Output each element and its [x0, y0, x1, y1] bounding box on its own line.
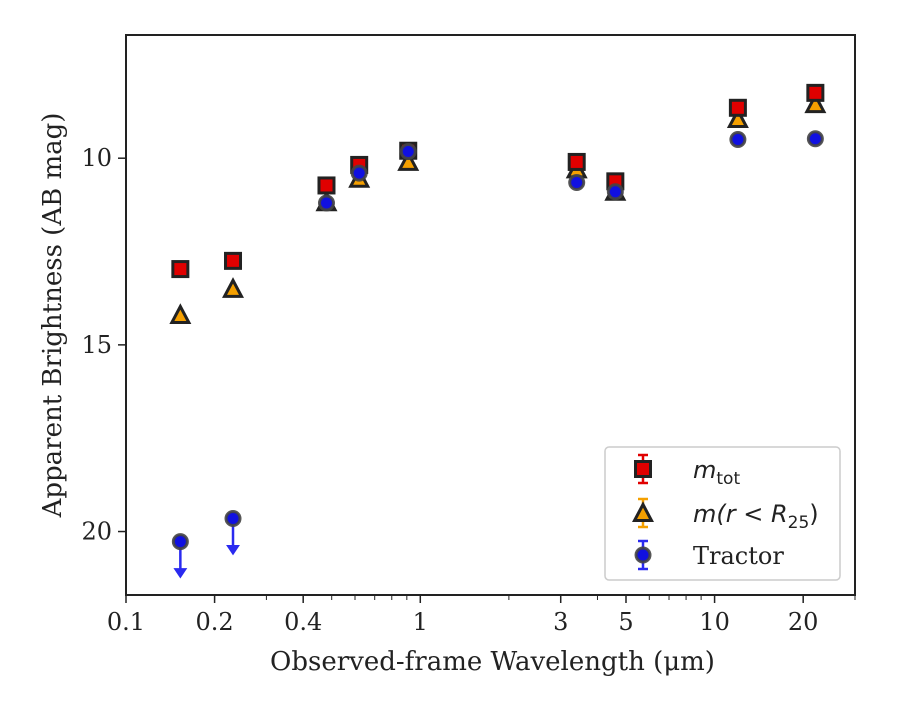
legend-label: Tractor [693, 542, 784, 570]
tractor-point [729, 131, 747, 149]
legend-box [604, 446, 841, 581]
legend-label: m(r < R25) [693, 500, 819, 533]
tractor-point [350, 164, 368, 182]
tractor-point [171, 533, 189, 551]
mr25-point [222, 277, 245, 298]
tractor-point [568, 173, 586, 191]
x-tick-label: 3 [553, 608, 568, 636]
tractor-point [399, 142, 417, 160]
tractor-point [317, 194, 335, 212]
upper-limit-arrow-head [173, 568, 188, 579]
mtot-point [317, 176, 336, 195]
tractor-point [606, 183, 624, 201]
upper-limit-arrow-head [226, 544, 240, 556]
mr25-point [397, 150, 420, 171]
mtot-point [806, 83, 825, 102]
y-tick-label: 20 [81, 518, 112, 546]
mr25-point [804, 92, 827, 114]
legend-marker [634, 546, 652, 564]
x-axis-label: Observed-frame Wavelength (μm) [270, 647, 715, 677]
y-tick-label: 15 [81, 331, 112, 359]
y-tick-label: 10 [81, 144, 112, 172]
mr25-point [169, 303, 192, 324]
x-tick-label: 0.4 [284, 608, 322, 636]
x-tick-label: 20 [788, 608, 819, 636]
tractor-point [806, 130, 824, 148]
plot-frame [125, 34, 856, 596]
x-tick-label: 1 [413, 608, 428, 636]
legend-marker [632, 501, 654, 522]
tractor-point [224, 509, 242, 527]
mr25-point [726, 107, 749, 128]
mtot-point [728, 98, 747, 117]
x-tick-label: 0.2 [196, 608, 234, 636]
x-tick-label: 10 [699, 608, 730, 636]
mtot-point [567, 152, 586, 171]
y-axis-label: Apparent Brightness (AB mag) [38, 113, 68, 519]
mtot-point [171, 260, 190, 279]
legend-marker [634, 460, 652, 478]
legend-label: mtot [693, 456, 740, 489]
x-tick-label: 0.1 [107, 608, 145, 636]
x-tick-label: 5 [618, 608, 633, 636]
mtot-point [224, 251, 243, 270]
